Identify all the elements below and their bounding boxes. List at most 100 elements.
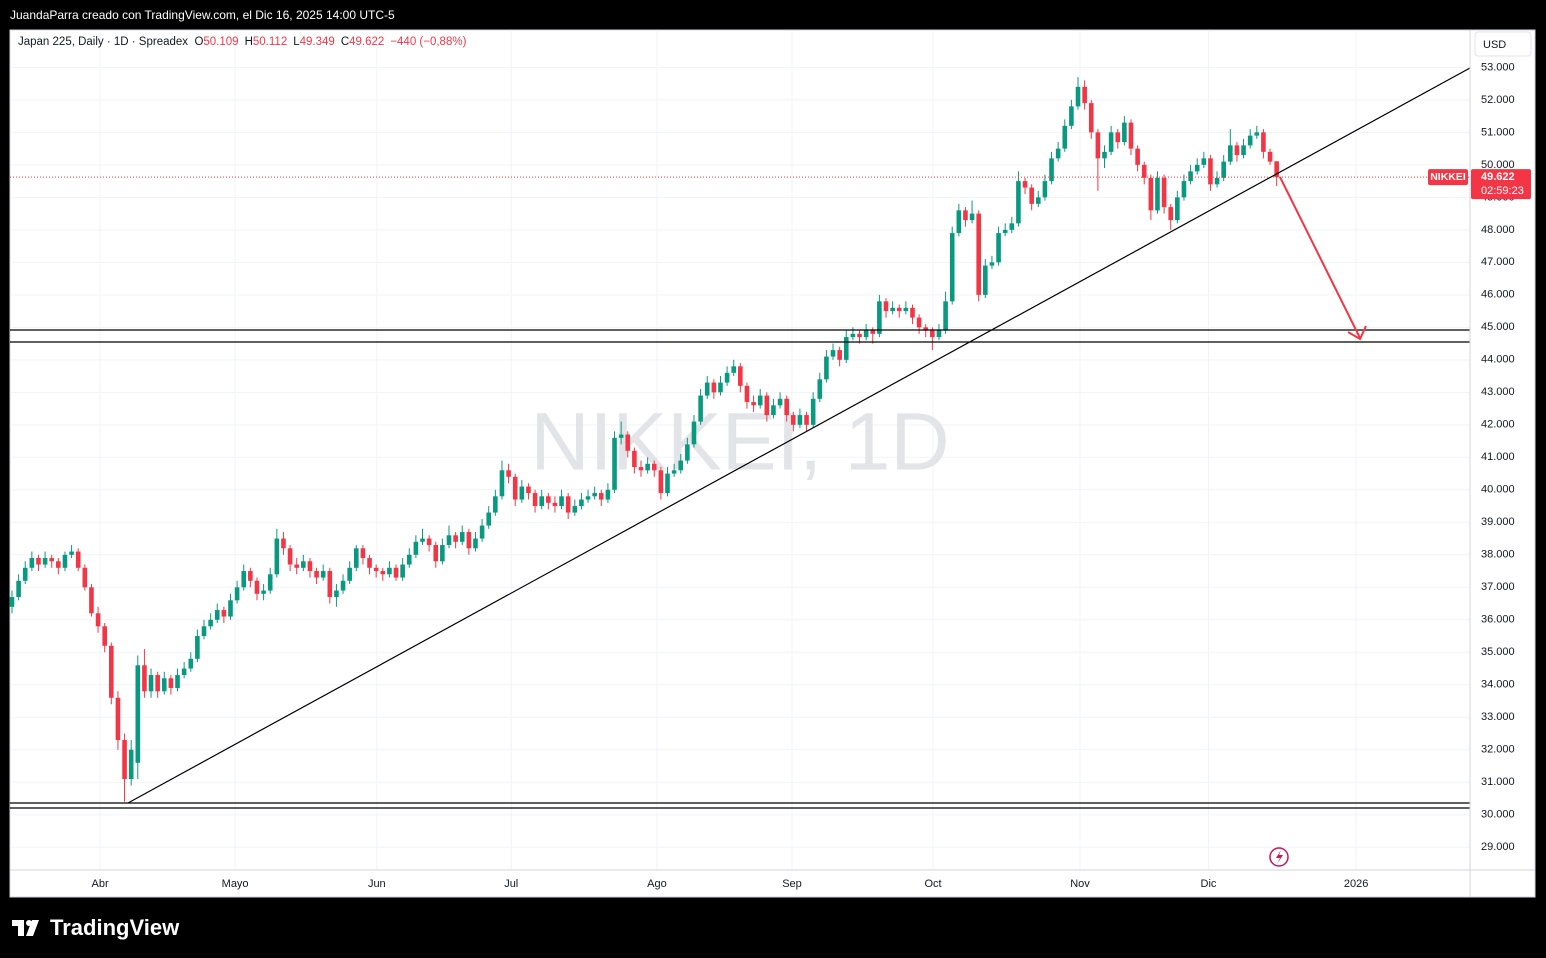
candle-body: [1274, 161, 1279, 178]
drawings: [10, 67, 1471, 867]
candle-body: [751, 402, 756, 406]
ohlc-value: 49.349: [299, 36, 335, 48]
candle-body: [1095, 132, 1101, 159]
candle-body: [42, 558, 48, 565]
candle-body: [1115, 132, 1121, 143]
candle-body: [1016, 181, 1021, 224]
y-tick-label: 48.000: [1481, 224, 1515, 236]
candle-body: [665, 473, 670, 494]
y-tick-label: 33.000: [1481, 711, 1515, 723]
candle-body: [453, 535, 458, 542]
x-tick-label: Oct: [924, 878, 941, 890]
candle-body: [731, 366, 737, 373]
x-tick-label: Nov: [1070, 878, 1090, 890]
candle-body: [22, 567, 28, 581]
candle-body: [1247, 135, 1253, 146]
candle-body: [499, 470, 505, 497]
candle-body: [1148, 177, 1154, 211]
candle-body: [618, 434, 624, 438]
y-tick-label: 36.000: [1481, 614, 1515, 626]
candle-body: [850, 333, 856, 338]
x-tick-label: Ago: [647, 878, 667, 890]
ohlc-value: 50.109: [203, 36, 239, 48]
candle-body: [1261, 132, 1266, 152]
y-tick-label: 41.000: [1481, 451, 1515, 463]
candle-body: [195, 636, 200, 659]
candle-body: [930, 330, 935, 338]
candle-body: [353, 548, 359, 568]
candle-body: [804, 415, 809, 425]
y-tick-label: 31.000: [1481, 776, 1515, 788]
candle-body: [526, 486, 531, 494]
candle-body: [704, 382, 710, 396]
candle-body: [698, 395, 703, 422]
candle-body: [877, 301, 882, 334]
candle-body: [1128, 122, 1134, 149]
candle-body: [890, 307, 895, 312]
candle-body: [996, 233, 1001, 263]
candle-body: [857, 333, 862, 338]
candle-body: [592, 493, 597, 497]
candle-body: [645, 463, 650, 471]
trend-line: [127, 67, 1471, 804]
candle-body: [830, 350, 836, 357]
candle-body: [1188, 171, 1193, 182]
candle-body: [1208, 158, 1213, 185]
candle-body: [486, 512, 492, 526]
candle-body: [1214, 177, 1220, 185]
price-tag: [1471, 169, 1531, 200]
candle-body: [1082, 86, 1087, 104]
grid: [10, 30, 1470, 870]
candle-body: [777, 398, 783, 406]
candle-body: [791, 415, 796, 425]
y-tick-label: 51.000: [1481, 126, 1515, 138]
brand-logo: [12, 920, 39, 936]
candle-body: [1267, 151, 1273, 162]
brand: TradingView: [12, 915, 179, 941]
candle-body: [1194, 164, 1200, 172]
candle-body: [1155, 177, 1160, 211]
candle-body: [16, 580, 21, 598]
candle-body: [1228, 145, 1233, 162]
candle-body: [175, 675, 180, 689]
candle-body: [506, 470, 511, 477]
candle-body: [115, 697, 121, 741]
y-tick-label: 46.000: [1481, 289, 1515, 301]
candle-body: [1009, 223, 1015, 230]
candle-body: [738, 366, 743, 386]
symbol-tag-label: NIKKEI: [1430, 171, 1466, 183]
y-tick-label: 37.000: [1481, 581, 1515, 593]
candle-body: [208, 619, 213, 627]
candle-body: [943, 301, 948, 331]
candle-body: [254, 580, 260, 594]
y-tick-label: 52.000: [1481, 94, 1515, 106]
candle-body: [168, 678, 174, 689]
candle-body: [724, 372, 730, 383]
y-tick-label: 50.000: [1481, 159, 1515, 171]
candle-body: [440, 545, 445, 562]
alert-icon[interactable]: [1269, 847, 1289, 867]
candle-body: [1122, 122, 1127, 143]
x-tick-label: 2026: [1344, 878, 1368, 890]
legend-header: Japan 225, Daily · 1D · Spreadex O50.109…: [18, 36, 472, 48]
candle-body: [267, 574, 273, 591]
candle-body: [870, 330, 876, 334]
candle-body: [638, 467, 644, 471]
candle-body: [360, 548, 366, 559]
watermark: NIKKEI, 1D: [530, 397, 949, 488]
candle-body: [598, 493, 604, 500]
candle-body: [691, 421, 697, 445]
candle-body: [473, 538, 478, 549]
y-tick-label: 35.000: [1481, 646, 1515, 658]
candle-body: [1102, 151, 1107, 159]
candle-body: [1075, 86, 1081, 107]
candle-body: [29, 558, 35, 568]
symbol: Japan 225, Daily · 1D · Spreadex: [18, 36, 189, 48]
y-tick-label: 32.000: [1481, 744, 1515, 756]
currency-button[interactable]: [1474, 31, 1532, 57]
candle-body: [671, 470, 677, 474]
candle-body: [784, 398, 789, 416]
candle-body: [519, 486, 525, 500]
ohlc-key: H: [244, 36, 253, 48]
y-tick-label: 47.000: [1481, 256, 1515, 268]
